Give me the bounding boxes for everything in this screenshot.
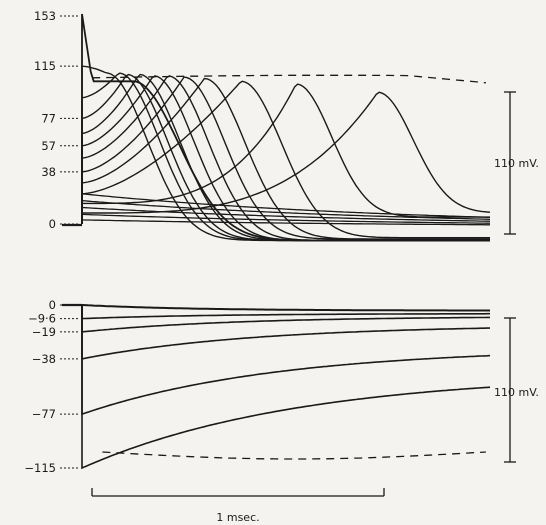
upper-trace-1 bbox=[81, 13, 490, 242]
upper-subthreshold-trace-5 bbox=[81, 219, 490, 226]
lower-scale-bar-label: 110 mV. bbox=[494, 386, 539, 399]
lower-y-tick-38: −38 bbox=[32, 352, 56, 366]
lower-trace-2 bbox=[81, 305, 490, 320]
upper-y-tick-153: 153 bbox=[34, 9, 56, 23]
upper-y-tick-0: 0 bbox=[49, 217, 56, 231]
lower-dashed-reference bbox=[102, 451, 486, 460]
lower-y-tick-9·6: −9·6 bbox=[28, 312, 56, 326]
lower-panel: 0−9·6−19 −38 −77 −115 bbox=[24, 298, 491, 475]
lower-y-tick-19: −19 bbox=[32, 325, 56, 339]
scale-bars: 110 mV. 110 mV. bbox=[91, 91, 539, 497]
upper-panel: 153 115 77 57 38 0 bbox=[34, 9, 491, 242]
upper-dashed-reference bbox=[92, 74, 486, 84]
upper-subthreshold-trace-4 bbox=[81, 213, 490, 224]
upper-y-tick-38: 38 bbox=[41, 165, 56, 179]
lower-trace-1 bbox=[81, 304, 490, 312]
lower-trace-4 bbox=[81, 305, 490, 360]
upper-y-tick-115: 115 bbox=[34, 59, 56, 73]
lower-trace-3 bbox=[81, 305, 490, 333]
time-scale-label: 1 msec. bbox=[216, 511, 259, 524]
upper-y-tick-77: 77 bbox=[41, 111, 56, 125]
upper-subthreshold-trace-3 bbox=[81, 206, 490, 222]
upper-trace-12 bbox=[81, 91, 491, 224]
upper-subthreshold-trace-2 bbox=[81, 200, 491, 220]
upper-trace-7 bbox=[81, 75, 490, 242]
lower-y-tick-77: −77 bbox=[32, 407, 56, 421]
lower-trace-5 bbox=[81, 305, 491, 416]
upper-scale-bar-label: 110 mV. bbox=[494, 157, 539, 170]
upper-trace-10 bbox=[81, 80, 490, 239]
lower-y-tick-0: 0 bbox=[49, 298, 56, 312]
lower-trace-6 bbox=[81, 305, 491, 470]
lower-y-tick-115: −115 bbox=[24, 461, 56, 475]
upper-y-tick-57: 57 bbox=[41, 139, 56, 153]
upper-subthreshold-trace-1 bbox=[81, 193, 491, 218]
